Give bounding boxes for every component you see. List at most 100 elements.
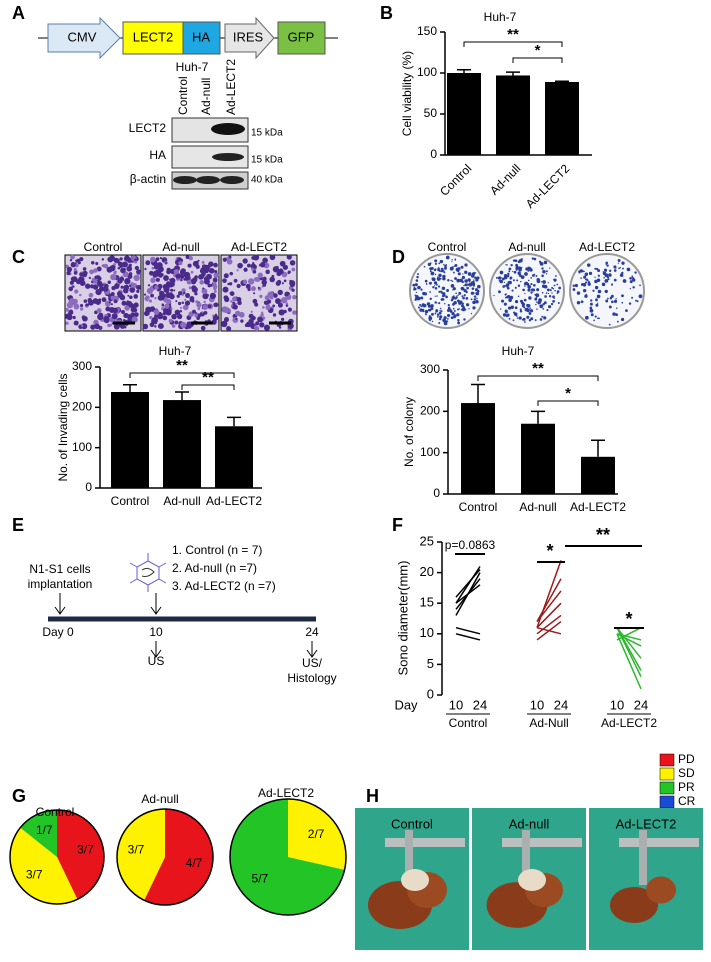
- stain-dot: [197, 259, 200, 262]
- stain-dot: [183, 271, 191, 279]
- stain-dot: [166, 267, 171, 272]
- colony: [458, 291, 462, 295]
- stain-dot: [212, 314, 215, 317]
- paired-line: [616, 627, 642, 659]
- stain-dot: [203, 264, 210, 272]
- stain-dot: [238, 311, 245, 318]
- colony: [462, 308, 465, 311]
- stain-dot: [110, 307, 113, 311]
- stain-dot: [80, 257, 83, 261]
- panel-label: D: [392, 247, 405, 267]
- colony: [527, 288, 531, 292]
- group-label: 3. Ad-LECT2 (n =7): [172, 579, 276, 593]
- panel-label: C: [12, 247, 25, 267]
- image-label: Ad-null: [508, 240, 545, 254]
- colony: [503, 281, 505, 283]
- colony: [451, 260, 453, 263]
- colony: [499, 279, 503, 284]
- colony: [596, 302, 599, 304]
- colony: [544, 295, 547, 298]
- colony: [439, 259, 444, 264]
- colony: [509, 277, 512, 280]
- stain-dot: [192, 309, 196, 314]
- colony: [536, 279, 541, 284]
- colony: [415, 291, 418, 293]
- construct-label: GFP: [288, 29, 315, 44]
- colony: [450, 316, 454, 320]
- significance-label: **: [532, 360, 544, 377]
- colony: [629, 288, 632, 290]
- y-tick-label: 0: [85, 480, 92, 494]
- stain-dot: [147, 284, 151, 287]
- stain-dot: [285, 302, 288, 305]
- legend-label: CR: [678, 794, 696, 808]
- stain-dot: [202, 287, 205, 290]
- stain-dot: [103, 263, 109, 269]
- day-label: 10: [149, 625, 163, 639]
- y-tick-label: 100: [417, 65, 437, 79]
- colony: [514, 300, 519, 304]
- stain-dot: [291, 267, 296, 272]
- stain-dot: [133, 312, 139, 318]
- colony: [464, 279, 466, 282]
- assay-label: US: [148, 654, 165, 668]
- stain-dot: [162, 308, 167, 313]
- colony: [613, 269, 617, 272]
- stain-dot: [101, 258, 105, 261]
- stain-dot: [80, 324, 84, 328]
- y-tick-label: 0: [427, 686, 434, 701]
- colony: [449, 309, 453, 313]
- stain-dot: [213, 262, 218, 268]
- colony: [424, 279, 428, 283]
- stain-dot: [73, 267, 77, 271]
- stain-dot: [73, 320, 79, 326]
- pie-slice: [288, 799, 346, 870]
- stain-dot: [170, 288, 174, 292]
- colony: [445, 295, 448, 299]
- stain-dot: [163, 286, 170, 293]
- colony: [459, 300, 463, 304]
- stain-dot: [79, 280, 86, 287]
- colony: [631, 277, 635, 280]
- photo: [355, 808, 469, 950]
- colony: [457, 308, 459, 311]
- stain-dot: [245, 321, 252, 328]
- colony: [434, 262, 438, 265]
- legend-swatch: [659, 767, 675, 781]
- colony: [588, 271, 593, 276]
- colony: [613, 299, 618, 303]
- colony: [519, 308, 522, 311]
- colony: [475, 300, 479, 304]
- colony: [622, 279, 627, 283]
- stain-dot: [113, 299, 118, 304]
- bar: [163, 400, 201, 488]
- chart-title: Huh-7: [159, 344, 192, 358]
- pie-slice: [10, 827, 78, 904]
- tumor: [401, 869, 429, 891]
- colony: [467, 272, 472, 276]
- arrow: [150, 641, 162, 658]
- stain-dot: [260, 261, 266, 268]
- stain-dot: [101, 297, 107, 303]
- stain-dot: [257, 272, 264, 278]
- colony: [451, 295, 456, 300]
- colony: [614, 267, 617, 269]
- colony: [631, 275, 634, 278]
- colony-dish: [569, 253, 645, 329]
- colony: [527, 270, 530, 272]
- colony: [516, 315, 518, 317]
- colony: [636, 300, 639, 303]
- pie-label: 3/7: [128, 843, 145, 857]
- stain-dot: [162, 315, 168, 321]
- colony: [553, 284, 556, 287]
- bar: [496, 75, 530, 155]
- colony: [477, 284, 481, 289]
- colony: [521, 258, 523, 260]
- colony: [462, 273, 464, 275]
- stain-dot: [185, 255, 190, 260]
- stain-dot: [106, 266, 113, 273]
- stain-dot: [101, 264, 104, 267]
- stain-dot: [70, 276, 76, 282]
- colony: [546, 308, 549, 312]
- error-bar: [531, 410, 545, 424]
